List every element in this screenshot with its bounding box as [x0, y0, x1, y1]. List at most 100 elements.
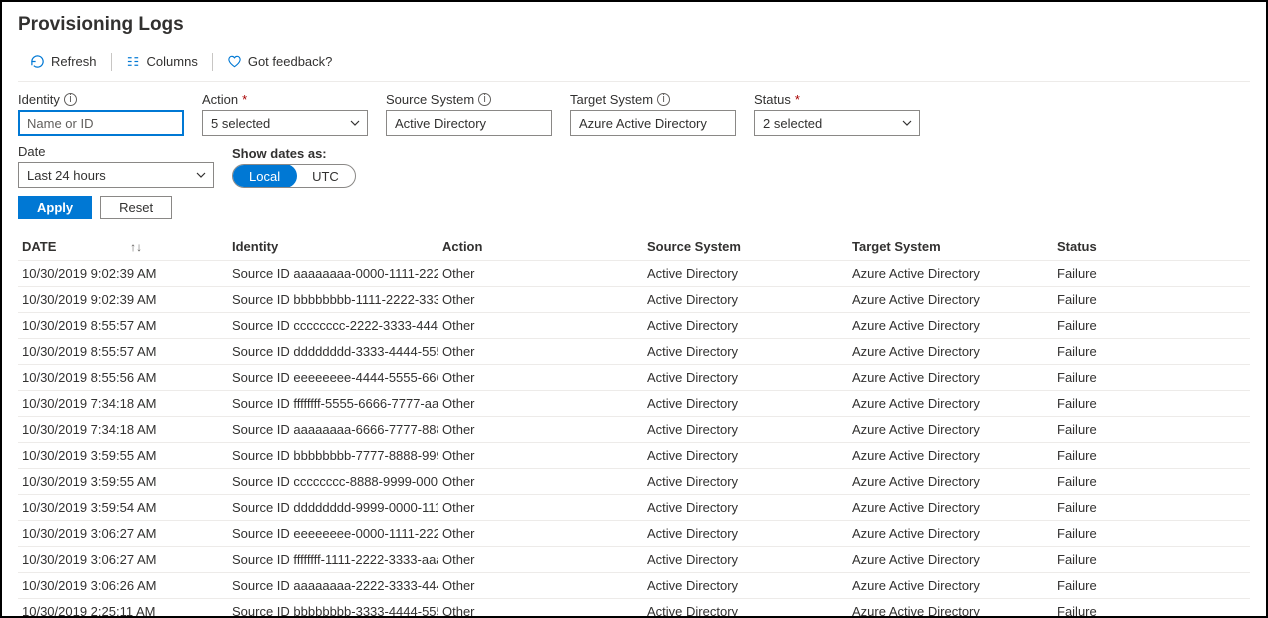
cell-source: Active Directory [643, 547, 848, 573]
target-system-label: Target System i [570, 92, 736, 107]
cell-identity: Source ID eeeeeeee-4444-5555-6666-ffff [228, 365, 438, 391]
cell-identity: Source ID eeeeeeee-0000-1111-2222-ffffff [228, 521, 438, 547]
sort-icon: ↑↓ [130, 240, 142, 254]
cell-source: Active Directory [643, 495, 848, 521]
chevron-down-icon [349, 117, 361, 129]
action-select[interactable]: 5 selected [202, 110, 368, 136]
cell-source: Active Directory [643, 417, 848, 443]
cell-status: Failure [1053, 261, 1250, 287]
status-label: Status * [754, 92, 920, 107]
info-icon: i [64, 93, 77, 106]
cell-action: Other [438, 443, 643, 469]
table-row[interactable]: 10/30/2019 7:34:18 AMSource ID aaaaaaaa-… [18, 417, 1250, 443]
reset-button[interactable]: Reset [100, 196, 172, 219]
source-system-filter: Source System i Active Directory [386, 92, 552, 136]
apply-button[interactable]: Apply [18, 196, 92, 219]
chevron-down-icon [195, 169, 207, 181]
cell-identity: Source ID aaaaaaaa-2222-3333-4444-bb [228, 573, 438, 599]
action-buttons: Apply Reset [18, 196, 1250, 219]
cell-target: Azure Active Directory [848, 521, 1053, 547]
cell-identity: Source ID dddddddd-9999-0000-1111-eee [228, 495, 438, 521]
cell-target: Azure Active Directory [848, 391, 1053, 417]
cell-target: Azure Active Directory [848, 469, 1053, 495]
table-row[interactable]: 10/30/2019 3:06:26 AMSource ID aaaaaaaa-… [18, 573, 1250, 599]
status-value: 2 selected [763, 116, 822, 131]
source-system-label: Source System i [386, 92, 552, 107]
cell-identity: Source ID cccccccc-8888-9999-0000-ddd [228, 469, 438, 495]
cell-action: Other [438, 391, 643, 417]
page-title: Provisioning Logs [18, 14, 1250, 36]
cell-target: Azure Active Directory [848, 417, 1053, 443]
target-system-value: Azure Active Directory [579, 116, 707, 131]
col-target[interactable]: Target System [848, 233, 1053, 261]
table-row[interactable]: 10/30/2019 9:02:39 AMSource ID bbbbbbbb-… [18, 287, 1250, 313]
timezone-utc[interactable]: UTC [296, 165, 355, 187]
feedback-label: Got feedback? [248, 54, 333, 69]
heart-icon [227, 54, 242, 69]
cell-date: 10/30/2019 3:59:55 AM [18, 469, 228, 495]
table-row[interactable]: 10/30/2019 3:59:54 AMSource ID dddddddd-… [18, 495, 1250, 521]
identity-placeholder: Name or ID [27, 116, 93, 131]
cell-identity: Source ID bbbbbbbb-1111-2222-3333-cccc [228, 287, 438, 313]
timezone-local[interactable]: Local [232, 164, 297, 188]
cell-target: Azure Active Directory [848, 599, 1053, 618]
date-filter: Date Last 24 hours [18, 144, 214, 188]
table-row[interactable]: 10/30/2019 3:59:55 AMSource ID cccccccc-… [18, 469, 1250, 495]
table-row[interactable]: 10/30/2019 3:59:55 AMSource ID bbbbbbbb-… [18, 443, 1250, 469]
identity-input[interactable]: Name or ID [18, 110, 184, 136]
columns-button[interactable]: Columns [114, 52, 210, 71]
table-row[interactable]: 10/30/2019 8:55:56 AMSource ID eeeeeeee-… [18, 365, 1250, 391]
col-action[interactable]: Action [438, 233, 643, 261]
filter-row-2: Date Last 24 hours Show dates as: Local … [18, 144, 1250, 188]
cell-target: Azure Active Directory [848, 313, 1053, 339]
refresh-button[interactable]: Refresh [18, 52, 109, 71]
cell-date: 10/30/2019 3:06:27 AM [18, 521, 228, 547]
cell-identity: Source ID aaaaaaaa-6666-7777-8888-bb [228, 417, 438, 443]
cell-action: Other [438, 469, 643, 495]
cell-date: 10/30/2019 3:59:54 AM [18, 495, 228, 521]
cell-action: Other [438, 521, 643, 547]
date-label: Date [18, 144, 214, 159]
table-row[interactable]: 10/30/2019 8:55:57 AMSource ID dddddddd-… [18, 339, 1250, 365]
cell-target: Azure Active Directory [848, 287, 1053, 313]
identity-label: Identity i [18, 92, 184, 107]
table-row[interactable]: 10/30/2019 3:06:27 AMSource ID ffffffff-… [18, 547, 1250, 573]
info-icon: i [478, 93, 491, 106]
cell-date: 10/30/2019 9:02:39 AM [18, 261, 228, 287]
table-row[interactable]: 10/30/2019 8:55:57 AMSource ID cccccccc-… [18, 313, 1250, 339]
show-dates-as-label: Show dates as: [232, 146, 356, 161]
status-select[interactable]: 2 selected [754, 110, 920, 136]
cell-date: 10/30/2019 7:34:18 AM [18, 417, 228, 443]
col-source[interactable]: Source System [643, 233, 848, 261]
target-system-select[interactable]: Azure Active Directory [570, 110, 736, 136]
cell-target: Azure Active Directory [848, 261, 1053, 287]
col-status[interactable]: Status [1053, 233, 1250, 261]
table-row[interactable]: 10/30/2019 7:34:18 AMSource ID ffffffff-… [18, 391, 1250, 417]
cell-action: Other [438, 599, 643, 618]
cell-date: 10/30/2019 7:34:18 AM [18, 391, 228, 417]
cell-date: 10/30/2019 3:06:27 AM [18, 547, 228, 573]
source-system-select[interactable]: Active Directory [386, 110, 552, 136]
feedback-button[interactable]: Got feedback? [215, 52, 345, 71]
columns-icon [126, 54, 141, 69]
table-row[interactable]: 10/30/2019 3:06:27 AMSource ID eeeeeeee-… [18, 521, 1250, 547]
target-system-filter: Target System i Azure Active Directory [570, 92, 736, 136]
table-row[interactable]: 10/30/2019 2:25:11 AMSource ID bbbbbbbb-… [18, 599, 1250, 618]
cell-target: Azure Active Directory [848, 495, 1053, 521]
action-filter: Action * 5 selected [202, 92, 368, 136]
table-row[interactable]: 10/30/2019 9:02:39 AMSource ID aaaaaaaa-… [18, 261, 1250, 287]
cell-source: Active Directory [643, 365, 848, 391]
col-date[interactable]: DATE ↑↓ [18, 233, 228, 261]
cell-target: Azure Active Directory [848, 443, 1053, 469]
cell-date: 10/30/2019 3:06:26 AM [18, 573, 228, 599]
chevron-down-icon [901, 117, 913, 129]
col-identity[interactable]: Identity [228, 233, 438, 261]
cell-source: Active Directory [643, 521, 848, 547]
cell-action: Other [438, 313, 643, 339]
timezone-toggle[interactable]: Local UTC [232, 164, 356, 188]
action-value: 5 selected [211, 116, 270, 131]
show-dates-as-filter: Show dates as: Local UTC [232, 146, 356, 188]
cell-identity: Source ID aaaaaaaa-0000-1111-2222-bbb [228, 261, 438, 287]
refresh-icon [30, 54, 45, 69]
date-select[interactable]: Last 24 hours [18, 162, 214, 188]
